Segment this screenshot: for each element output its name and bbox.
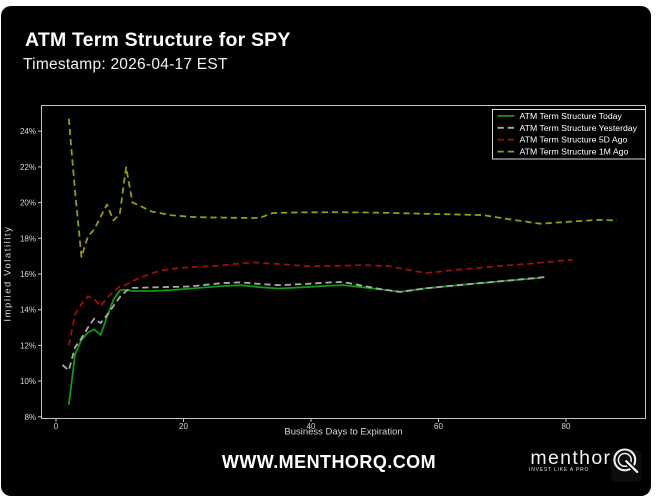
svg-text:14%: 14% — [20, 306, 36, 315]
svg-text:60: 60 — [434, 422, 443, 431]
svg-text:12%: 12% — [20, 341, 36, 350]
svg-text:18%: 18% — [20, 234, 36, 243]
svg-text:16%: 16% — [20, 270, 36, 279]
svg-text:ATM Term Structure 1M Ago: ATM Term Structure 1M Ago — [520, 147, 629, 157]
svg-text:22%: 22% — [20, 163, 36, 172]
svg-text:10%: 10% — [20, 377, 36, 386]
svg-text:40: 40 — [307, 422, 316, 431]
svg-text:Business Days to Expiration: Business Days to Expiration — [284, 426, 402, 437]
svg-text:ATM Term Structure 5D Ago: ATM Term Structure 5D Ago — [520, 135, 628, 145]
svg-text:8%: 8% — [24, 413, 36, 422]
svg-text:0: 0 — [54, 422, 59, 431]
svg-text:ATM Term Structure Today: ATM Term Structure Today — [520, 111, 623, 121]
svg-text:ATM Term Structure Yesterday: ATM Term Structure Yesterday — [520, 123, 638, 133]
svg-text:24%: 24% — [20, 127, 36, 136]
svg-text:20%: 20% — [20, 199, 36, 208]
svg-text:80: 80 — [562, 422, 571, 431]
svg-text:Implied Volatility: Implied Volatility — [3, 226, 14, 322]
svg-text:20: 20 — [179, 422, 188, 431]
